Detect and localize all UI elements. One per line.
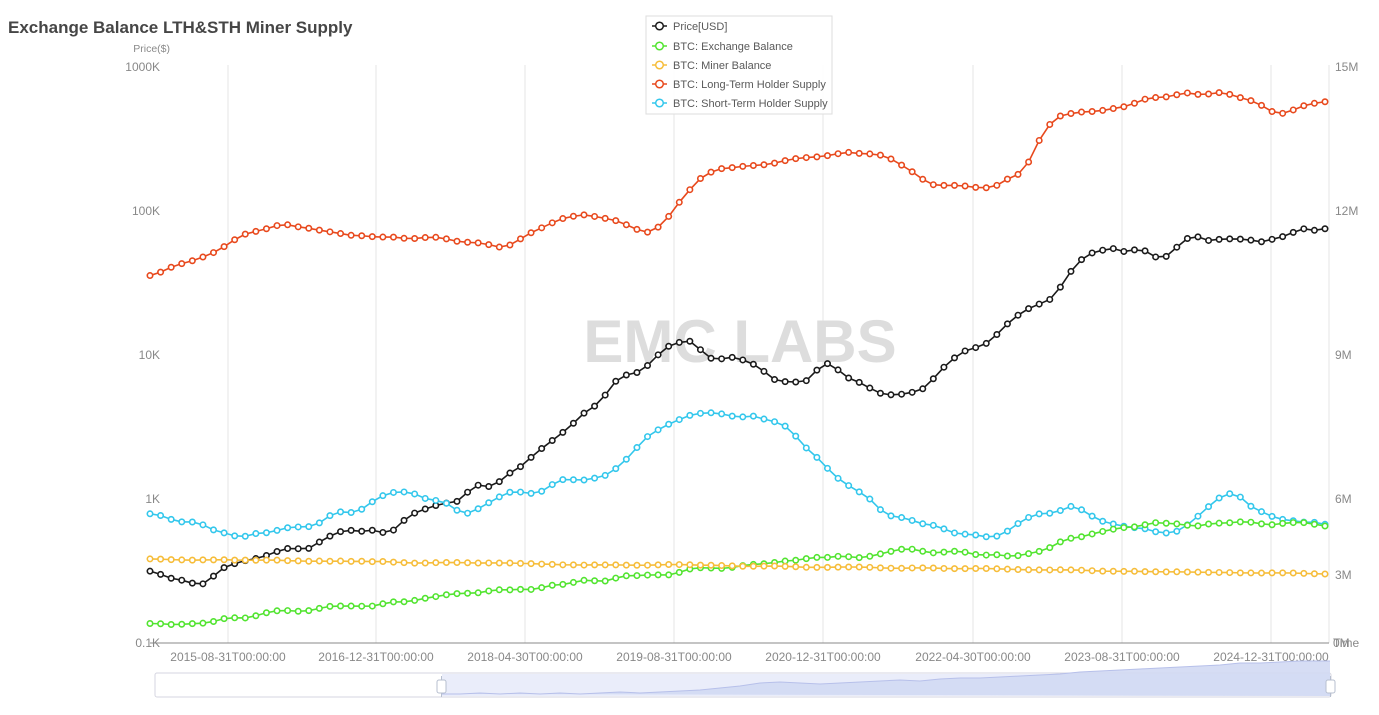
svg-text:Time: Time bbox=[1333, 636, 1360, 650]
svg-text:Price($): Price($) bbox=[133, 43, 170, 55]
svg-text:BTC: Long-Term Holder Supply: BTC: Long-Term Holder Supply bbox=[673, 79, 826, 91]
svg-text:2023-08-31T00:00:00: 2023-08-31T00:00:00 bbox=[1064, 650, 1180, 664]
svg-text:2022-04-30T00:00:00: 2022-04-30T00:00:00 bbox=[915, 650, 1031, 664]
svg-text:2015-08-31T00:00:00: 2015-08-31T00:00:00 bbox=[170, 650, 286, 664]
svg-text:2018-04-30T00:00:00: 2018-04-30T00:00:00 bbox=[467, 650, 583, 664]
svg-text:EMC LABS: EMC LABS bbox=[583, 308, 896, 375]
svg-text:1K: 1K bbox=[145, 492, 160, 506]
svg-text:2016-12-31T00:00:00: 2016-12-31T00:00:00 bbox=[318, 650, 434, 664]
svg-text:BTC: Short-Term Holder Supply: BTC: Short-Term Holder Supply bbox=[673, 98, 828, 110]
svg-text:6M: 6M bbox=[1335, 492, 1352, 506]
svg-text:10K: 10K bbox=[139, 348, 160, 362]
svg-text:100K: 100K bbox=[132, 204, 160, 218]
svg-text:1000K: 1000K bbox=[125, 60, 160, 74]
svg-text:BTC: Exchange Balance: BTC: Exchange Balance bbox=[673, 41, 793, 53]
svg-text:2020-12-31T00:00:00: 2020-12-31T00:00:00 bbox=[765, 650, 881, 664]
svg-text:Price[USD]: Price[USD] bbox=[673, 21, 727, 33]
svg-text:9M: 9M bbox=[1335, 348, 1352, 362]
svg-text:BTC: Miner Balance: BTC: Miner Balance bbox=[673, 60, 771, 72]
svg-text:3M: 3M bbox=[1335, 568, 1352, 582]
svg-text:2019-08-31T00:00:00: 2019-08-31T00:00:00 bbox=[616, 650, 732, 664]
svg-text:15M: 15M bbox=[1335, 60, 1358, 74]
svg-text:12M: 12M bbox=[1335, 204, 1358, 218]
